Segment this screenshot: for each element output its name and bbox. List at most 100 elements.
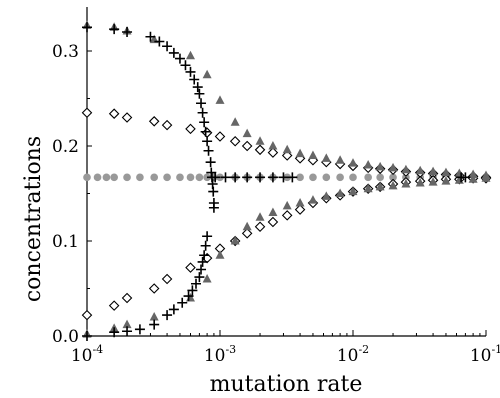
cross-point [177,297,188,308]
y-tick-label: 0.1 [52,232,79,252]
diamond-point [148,116,160,127]
circle-point [376,173,384,182]
diamond-point [81,107,93,119]
cross-point [168,47,179,58]
diamond-point [267,216,279,228]
cross-point [122,326,133,337]
circle-point [309,173,317,182]
cross-point [82,22,92,33]
cross-point [202,231,213,242]
triangle-point [185,50,195,60]
cross-point [82,331,92,341]
triangle-point [255,212,265,221]
diamond-point [161,273,173,285]
triangle-point [215,250,225,259]
triangle-point [308,150,318,159]
cross-point [122,27,133,37]
cross-point [149,319,160,330]
y-tick-label: 0.2 [52,137,79,157]
triangle-point [242,221,252,231]
cross-point [287,172,298,183]
triangle-point [335,155,345,164]
triangle-point [335,188,345,197]
y-tick-label: 0.0 [52,327,79,347]
cross-point [199,250,210,261]
triangle-point [282,200,292,210]
diamond-point [161,119,173,131]
triangle-point [348,158,358,167]
cross-point [109,24,120,35]
cross-point [194,272,205,283]
diamond-point [294,204,306,215]
triangle-point [242,128,252,138]
cross-point [197,107,208,118]
cross-point [278,172,289,183]
triangle-point [149,312,159,321]
triangle-point [230,236,240,245]
triangle-point [468,174,478,183]
circle-point [93,173,102,182]
triangle-point [363,183,373,193]
y-axis-title: concentrations [21,136,46,302]
triangle-point [415,165,425,175]
diamond-point [185,123,196,135]
triangle-point [255,136,265,145]
cross-point [220,172,231,183]
triangle-point [202,274,212,283]
x-axis-title: mutation rate [210,372,363,397]
data-marks [81,20,492,341]
triangle-point [401,179,411,188]
x-tick-label: 10-3 [204,343,236,366]
triangle-point [202,69,212,79]
circle-point [150,173,158,182]
cross-point [109,327,120,338]
triangle-point [308,195,318,204]
cross-point [202,136,213,147]
diamond-point [241,140,253,152]
diamond-point [229,135,241,147]
cross-point [183,291,194,302]
triangle-point [375,161,385,171]
triangle-point [348,186,358,196]
triangle-point [428,166,438,176]
triangle-point [122,319,132,329]
cross-point [205,157,216,168]
cross-point [162,310,173,321]
triangle-point [441,167,451,177]
circle-point [83,173,91,182]
diamond-point [241,228,253,239]
triangle-point [282,144,292,154]
diamond-point [267,147,279,158]
ticks: 0.0 0.1 0.2 0.3 10-4 10-3 10-2 10-1 [52,42,500,366]
circle-point [364,173,372,182]
cross-point [190,278,201,289]
triangle-point [230,117,240,126]
circle-point [389,173,397,182]
cross-point [199,117,210,128]
triangle-point [415,178,425,187]
cross-point [174,53,185,64]
diamond-point [121,112,133,123]
cross-point [134,324,145,335]
triangle-point [268,141,278,150]
cross-point [145,31,156,42]
cross-point [187,285,198,296]
diamond-point [254,144,266,156]
diamond-point [148,283,160,294]
axes [86,7,486,337]
circle-point [110,173,118,182]
circle-point [349,173,357,182]
triangle-point [321,153,331,162]
triangle-point [375,181,385,191]
triangle-point [388,180,398,190]
cross-point [196,98,207,109]
cross-point [200,240,211,251]
triangle-point [363,160,373,169]
circle-point [336,173,344,182]
circle-point [102,173,111,182]
circle-point [186,173,195,182]
cross-point [197,256,208,267]
triangle-point [468,169,478,178]
triangle-point [295,198,305,207]
cross-point [200,126,211,137]
